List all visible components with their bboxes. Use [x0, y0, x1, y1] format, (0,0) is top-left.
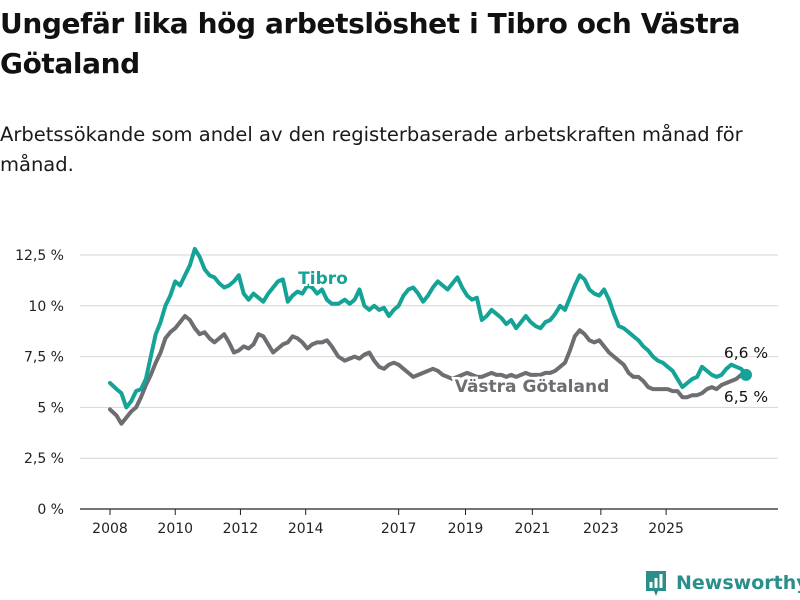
y-tick-label: 7,5 % — [24, 350, 64, 366]
page-title: Ungefär lika hög arbetslöshet i Tibro oc… — [0, 7, 741, 80]
x-tick-label: 2012 — [223, 521, 259, 537]
y-axis-tick-labels: 0 % 2,5 % 5 % 7,5 % 10 % 12,5 % — [15, 248, 64, 518]
bar-chart-logo-icon — [646, 571, 666, 596]
y-tick-label: 5 % — [37, 400, 64, 416]
newsworthy-logo: Newsworthy — [644, 568, 800, 598]
y-tick-label: 2,5 % — [24, 451, 64, 467]
x-tick-label: 2010 — [157, 521, 193, 537]
vastra-gotaland-series-line — [108, 314, 748, 426]
series-lines — [108, 246, 752, 426]
series-labels: Tibro Västra Götaland 6,6 % 6,5 % — [296, 267, 768, 406]
y-tick-label: 12,5 % — [15, 248, 64, 264]
y-tick-label: 10 % — [28, 299, 64, 315]
y-tick-label: 0 % — [37, 502, 64, 518]
tibro-end-value-label: 6,6 % — [724, 344, 768, 362]
x-tick-label: 2014 — [288, 521, 324, 537]
tibro-series-label: Tibro — [298, 269, 348, 289]
gridlines — [80, 254, 778, 510]
brand-name: Newsworthy — [676, 572, 800, 594]
page-subtitle: Arbetssökande som andel av den registerb… — [0, 123, 743, 176]
x-tick-label: 2025 — [648, 521, 684, 537]
x-tick-label: 2008 — [92, 521, 128, 537]
x-tick-label: 2021 — [515, 521, 551, 537]
x-tick-label: 2023 — [583, 521, 619, 537]
tibro-series-line — [108, 246, 748, 410]
x-tick-label: 2019 — [448, 521, 484, 537]
x-axis: 2008 2010 2012 2014 2017 2019 2021 2023 2025 — [92, 509, 684, 537]
vastra-gotaland-end-value-label: 6,5 % — [724, 388, 768, 406]
vastra-gotaland-series-label: Västra Götaland — [455, 377, 610, 397]
x-tick-label: 2017 — [381, 521, 417, 537]
tibro-end-point — [740, 368, 752, 381]
